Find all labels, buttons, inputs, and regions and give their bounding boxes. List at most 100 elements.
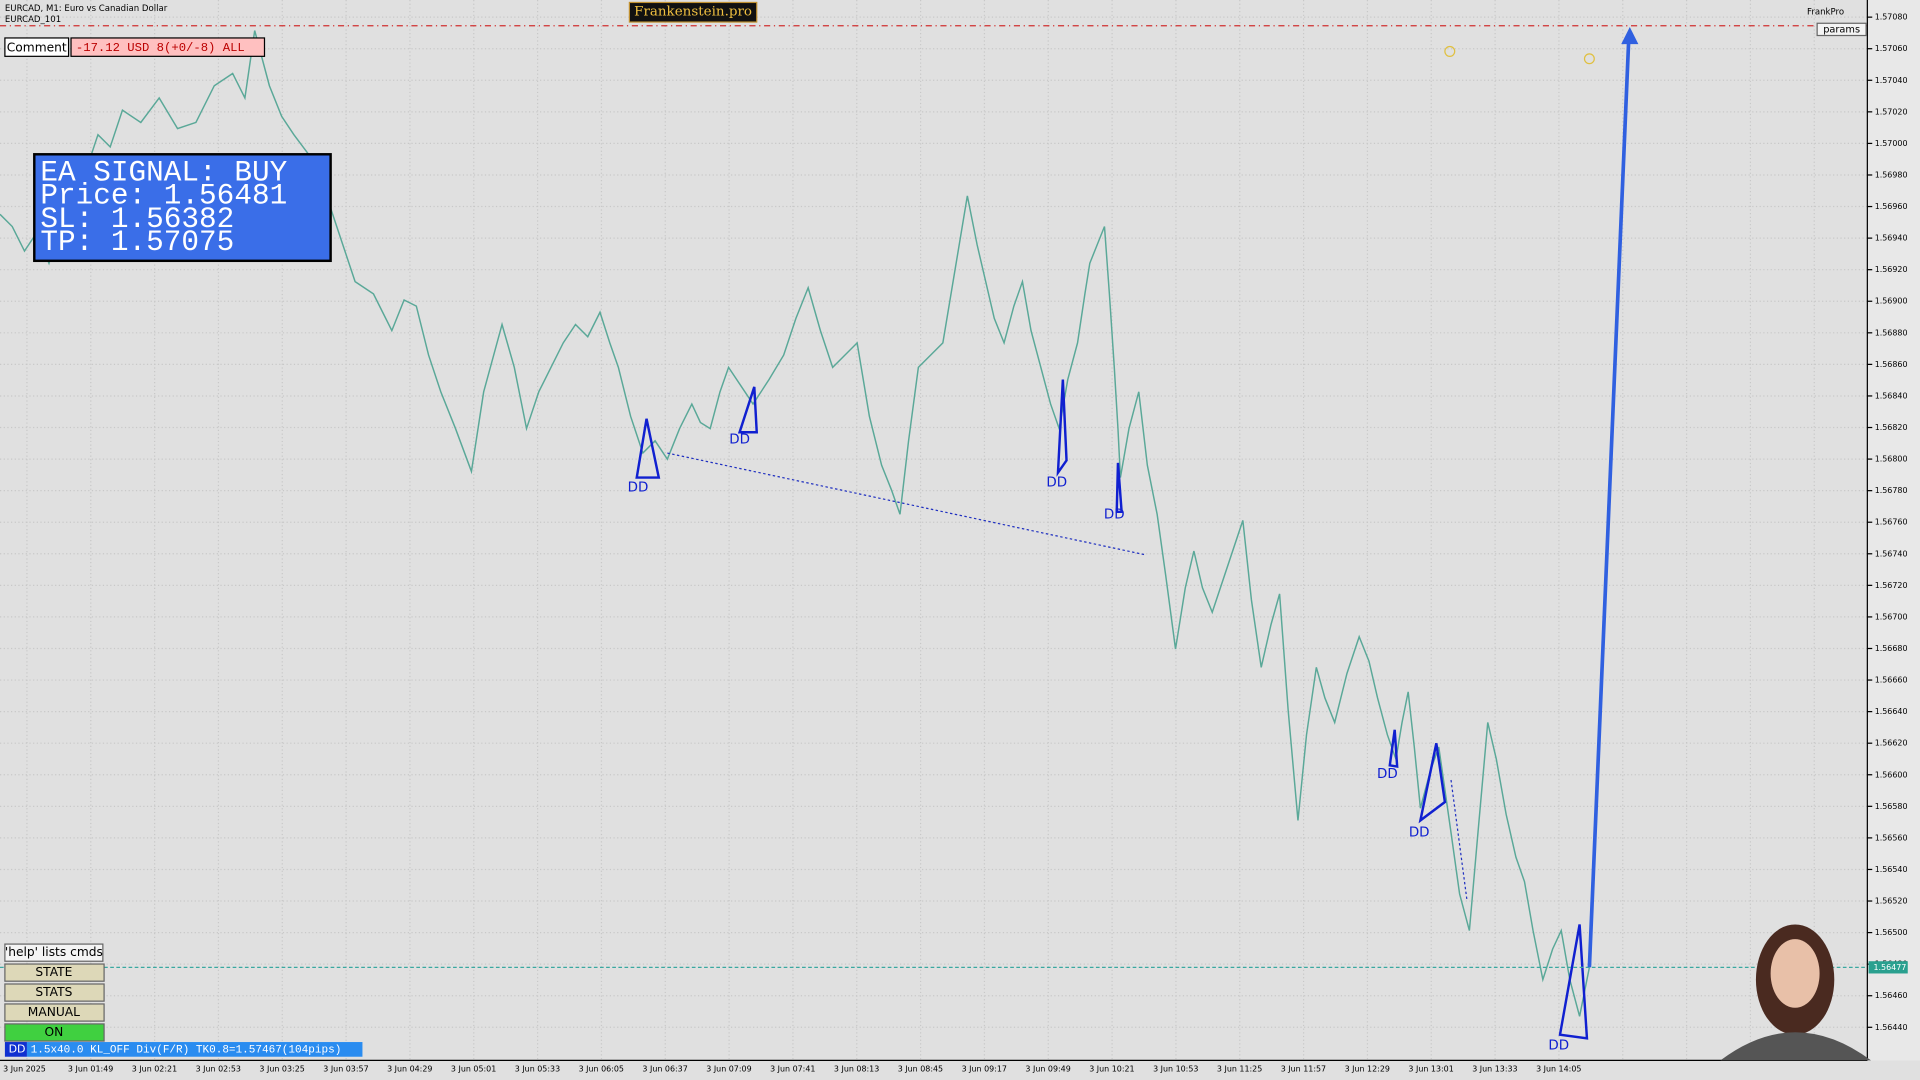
- brand[interactable]: Frankenstein.pro: [634, 5, 752, 20]
- dd-triangle: [635, 418, 661, 479]
- time-label: 3 Jun 05:01: [451, 1064, 496, 1073]
- price-label: 1.56720: [1875, 581, 1908, 590]
- button-box[interactable]: [4, 1003, 105, 1022]
- price-label: 1.56960: [1875, 202, 1908, 211]
- sun-icon: [1444, 45, 1456, 57]
- account: FrankPro: [1807, 8, 1844, 18]
- price-label: 1.56800: [1875, 455, 1908, 464]
- time-label: 3 Jun 02:21: [132, 1064, 177, 1073]
- signal-line: SL: 1.56382: [40, 203, 234, 236]
- price-label: 1.56860: [1875, 360, 1908, 369]
- time-label: 3 Jun 07:41: [770, 1064, 815, 1073]
- time-label: 3 Jun 13:33: [1472, 1064, 1517, 1073]
- time-label: 3 Jun 12:29: [1345, 1064, 1390, 1073]
- time-label: 3 Jun 04:29: [387, 1064, 432, 1073]
- time-label: 3 Jun 11:25: [1217, 1064, 1262, 1073]
- button-box[interactable]: [4, 983, 105, 1002]
- params-button[interactable]: params: [1823, 24, 1860, 35]
- comment-text: -17.12 USD 8(+0/-8) ALL: [76, 41, 245, 55]
- time-label: 3 Jun 08:13: [834, 1064, 879, 1073]
- button-box[interactable]: [4, 963, 105, 982]
- price-label: 1.57060: [1875, 44, 1908, 53]
- price-label: 1.56600: [1875, 770, 1908, 779]
- dd-label: DD: [1104, 507, 1125, 522]
- comment-label-box: [4, 37, 70, 57]
- dd-label: DD: [1046, 475, 1067, 490]
- arrow-head: [1621, 26, 1639, 45]
- status-text: 1.5x40.0 KL_OFF Div(F/R) TK0.8=1.57467(1…: [31, 1044, 342, 1056]
- params-box[interactable]: [1816, 22, 1867, 37]
- time-label: 3 Jun 2025: [3, 1064, 46, 1073]
- price-label: 1.56500: [1875, 928, 1908, 937]
- time-label: 3 Jun 01:49: [68, 1064, 113, 1073]
- button[interactable]: ON: [44, 1025, 63, 1039]
- dd-labels: DD DD DD DD DD DD DD: [628, 433, 1570, 1054]
- price-label: 1.56440: [1875, 1023, 1908, 1032]
- dd-label: DD: [729, 433, 750, 448]
- price-label: 1.57040: [1875, 76, 1908, 85]
- brand-box: [628, 1, 758, 23]
- price-label: 1.56740: [1875, 549, 1908, 558]
- status-box: [26, 1042, 363, 1057]
- button-box[interactable]: [4, 1023, 105, 1042]
- button[interactable]: STATE: [35, 965, 72, 979]
- time-label: 3 Jun 06:05: [579, 1064, 624, 1073]
- sun-icon: [1583, 53, 1595, 65]
- avatar: [1720, 924, 1872, 1061]
- time-label: 3 Jun 09:49: [1025, 1064, 1070, 1073]
- time-label: 3 Jun 07:09: [706, 1064, 751, 1073]
- price-label: 1.56780: [1875, 486, 1908, 495]
- price-label: 1.56900: [1875, 297, 1908, 306]
- price-line: [0, 30, 1591, 1017]
- price-label: 1.56920: [1875, 265, 1908, 274]
- help-hint: 'help' lists cmds: [5, 945, 103, 959]
- buttons: 'help' lists cmds STATE STATS MANUAL ON: [4, 943, 105, 1042]
- button[interactable]: STATS: [35, 985, 72, 999]
- time-label: 3 Jun 08:45: [898, 1064, 943, 1073]
- current-price-tag: [1868, 961, 1908, 974]
- time-label: 3 Jun 03:25: [259, 1064, 304, 1073]
- current-price: 1.56477: [1873, 963, 1906, 972]
- price-label: 1.56520: [1875, 897, 1908, 906]
- button[interactable]: MANUAL: [28, 1005, 80, 1019]
- time-label: 3 Jun 13:01: [1408, 1064, 1453, 1073]
- price-label: 1.57000: [1875, 139, 1908, 148]
- price-label: 1.56940: [1875, 234, 1908, 243]
- comment-box: [70, 37, 266, 57]
- signal-box: [33, 153, 332, 263]
- status-tag-box: [4, 1042, 27, 1057]
- price-label: 1.56820: [1875, 423, 1908, 432]
- time-label: 3 Jun 10:53: [1153, 1064, 1198, 1073]
- comment-label: Comment: [7, 40, 67, 54]
- avatar-body: [1720, 1032, 1872, 1061]
- price-label: 1.56700: [1875, 612, 1908, 621]
- price-label: 1.56640: [1875, 707, 1908, 716]
- time-label: 3 Jun 02:53: [196, 1064, 241, 1073]
- buy-arrow: [1587, 42, 1631, 968]
- time-label: 3 Jun 11:57: [1281, 1064, 1326, 1073]
- dd-label: DD: [1377, 767, 1398, 782]
- symbol: EURCAD, M1: Euro vs Canadian Dollar: [5, 4, 168, 14]
- price-label: 1.56620: [1875, 739, 1908, 748]
- dd-triangle: [1558, 924, 1589, 1040]
- dd-label: DD: [1409, 826, 1430, 841]
- avatar-face: [1770, 939, 1820, 1008]
- button-box: [4, 943, 104, 962]
- dd-triangle: [1115, 462, 1123, 514]
- price-label: 1.57020: [1875, 107, 1908, 116]
- dd-triangles: [635, 379, 1589, 1040]
- price-label: 1.56680: [1875, 644, 1908, 653]
- signal-title: EA SIGNAL: BUY: [40, 156, 287, 189]
- dd-triangle: [737, 386, 759, 434]
- dd-triangle: [1418, 743, 1447, 824]
- time-label: 3 Jun 10:21: [1089, 1064, 1134, 1073]
- trade-link: [1450, 779, 1468, 901]
- price-label: 1.56880: [1875, 328, 1908, 337]
- price-label: 1.57080: [1875, 13, 1908, 22]
- price-label: 1.56840: [1875, 391, 1908, 400]
- time-label: 3 Jun 09:17: [962, 1064, 1007, 1073]
- trade-link: [667, 452, 1146, 556]
